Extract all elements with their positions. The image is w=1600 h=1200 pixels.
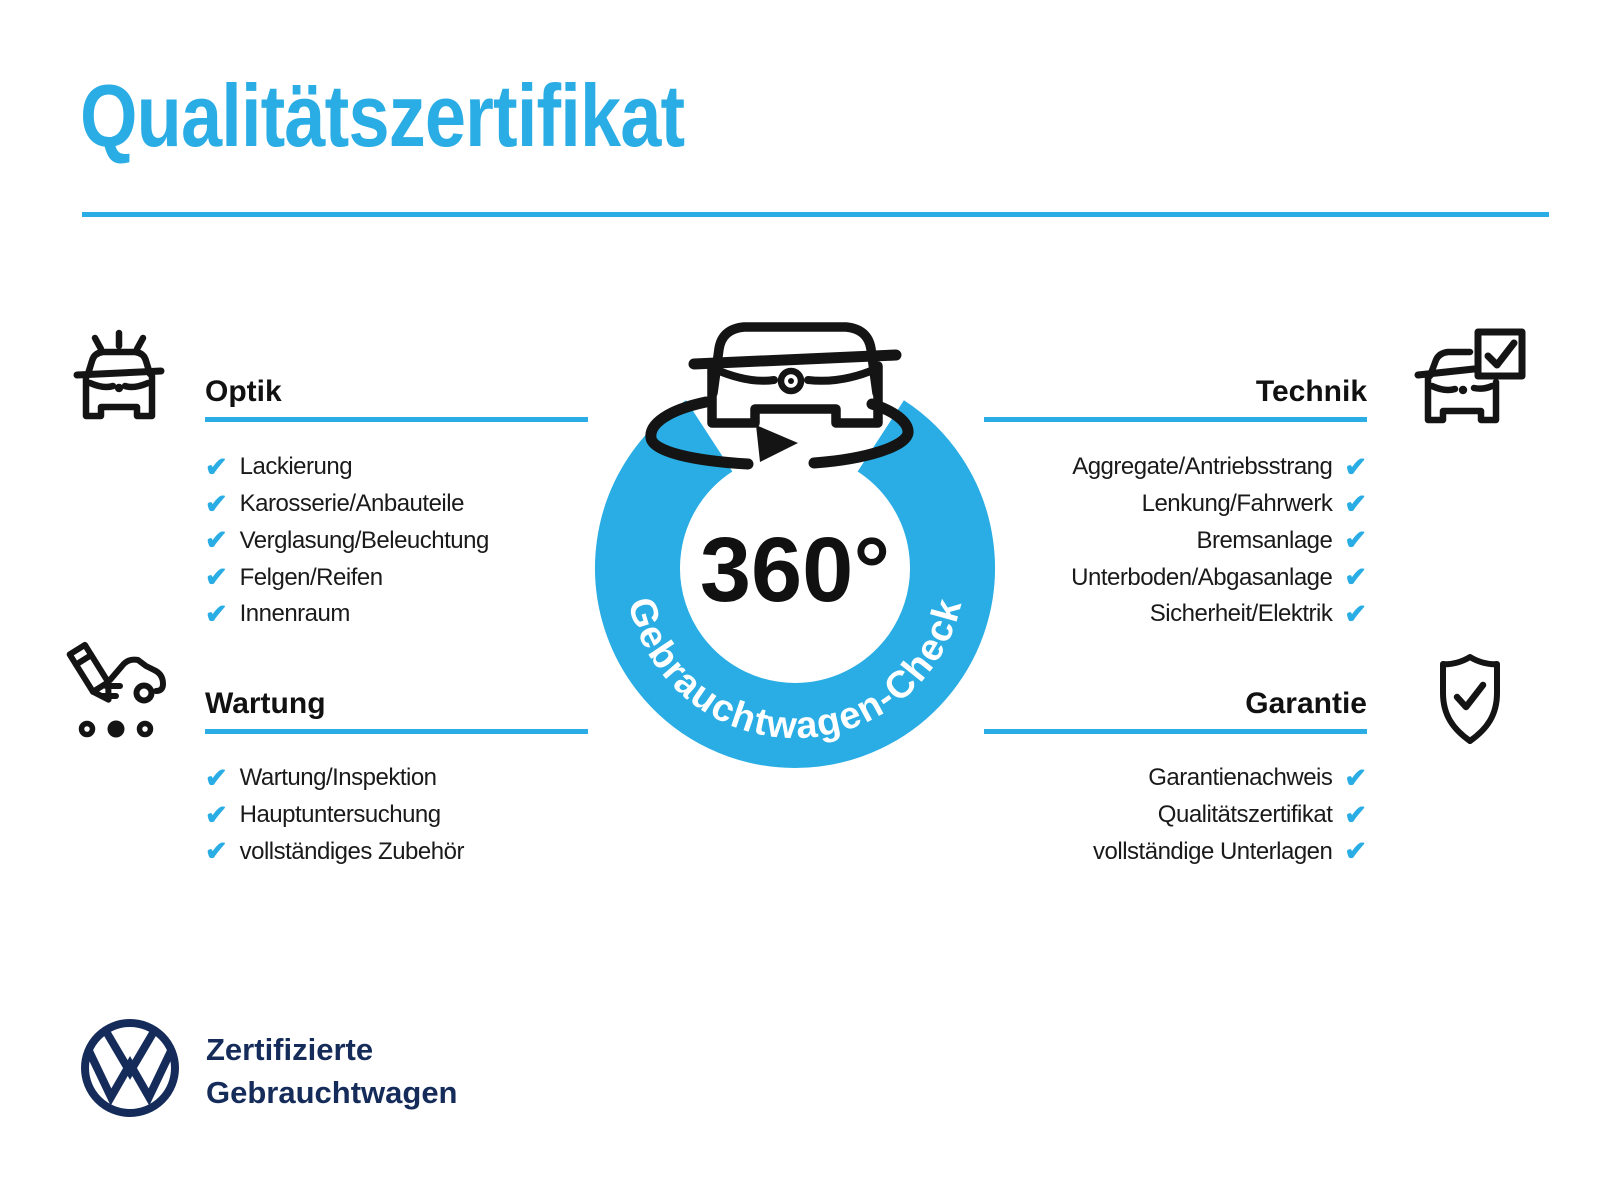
checklist-item-label: Verglasung/Beleuchtung [239,526,490,554]
checklist-item: Qualitätszertifikat ✔ [767,797,1367,834]
checklist-item-label: Garantienachweis [1148,764,1333,792]
checklist-item-label: Felgen/Reifen [239,563,383,591]
checklist-item: ✔ Hauptuntersuchung [205,797,464,834]
checklist-item: ✔ Wartung/Inspektion [205,760,464,797]
checklist-item: ✔ Innenraum [205,596,489,633]
check-icon: ✔ [205,799,228,830]
section-title-optik: Optik [205,375,282,408]
checklist-item: ✔ Verglasung/Beleuchtung [205,523,489,560]
checklist-item-label: Karosserie/Anbauteile [239,490,465,518]
page-title: Qualitätszertifikat [80,66,685,165]
check-icon: ✔ [1344,488,1367,519]
degree-label: 360° [700,519,890,621]
check-icon: ✔ [1344,836,1367,867]
checklist-item-label: Unterboden/Abgasanlage [1071,563,1333,591]
checklist-item-label: Aggregate/Antriebsstrang [1072,453,1333,481]
checklist-item-label: Bremsanlage [1196,526,1333,554]
checklist-item-label: Wartung/Inspektion [239,764,437,792]
checklist-item: ✔ Lackierung [205,449,489,486]
checklist-item-label: vollständiges Zubehör [239,837,465,865]
check-icon: ✔ [205,488,228,519]
checklist-optik: ✔ Lackierung ✔ Karosserie/Anbauteile ✔ V… [205,449,489,633]
check-icon: ✔ [1344,799,1367,830]
vw-logo [81,1019,179,1117]
car-pencil-icon [66,641,166,738]
car-front-rotation-icon [645,322,914,470]
section-divider-garantie [984,729,1367,734]
check-icon: ✔ [205,598,228,629]
checklist-item-label: Innenraum [239,600,351,628]
checklist-item: vollständige Unterlagen ✔ [767,834,1367,871]
checklist-item-label: Qualitätszertifikat [1157,801,1333,829]
check-icon: ✔ [205,762,228,793]
section-divider-wartung [205,729,588,734]
checklist-item: Lenkung/Fahrwerk ✔ [767,486,1367,523]
checklist-item-label: Hauptuntersuchung [239,801,441,829]
checklist-item: Unterboden/Abgasanlage ✔ [767,559,1367,596]
check-icon: ✔ [205,451,228,482]
ring-arc [595,400,995,768]
checklist-item: Garantienachweis ✔ [767,760,1367,797]
checklist-technik: Aggregate/Antriebsstrang ✔ Lenkung/Fahrw… [767,449,1367,633]
badge-360-check: Gebrauchtwagen-Check 360° [595,322,995,768]
title-divider [82,212,1549,217]
checklist-item-label: vollständige Unterlagen [1093,837,1333,865]
brand-label: Zertifizierte Gebrauchtwagen [206,1028,458,1114]
brand-line-2: Gebrauchtwagen [206,1075,458,1110]
check-icon: ✔ [1344,598,1367,629]
checklist-item: Sicherheit/Elektrik ✔ [767,596,1367,633]
checklist-wartung: ✔ Wartung/Inspektion ✔ Hauptuntersuchung… [205,760,464,870]
checklist-item-label: Lenkung/Fahrwerk [1141,490,1333,518]
brand-line-1: Zertifizierte [206,1032,374,1067]
checklist-item-label: Sicherheit/Elektrik [1149,600,1333,628]
checklist-item: Bremsanlage ✔ [767,523,1367,560]
section-divider-technik [984,417,1367,422]
check-icon: ✔ [205,525,228,556]
checklist-item: Aggregate/Antriebsstrang ✔ [767,449,1367,486]
check-icon: ✔ [1344,525,1367,556]
section-title-garantie: Garantie [1245,687,1367,720]
checklist-item-label: Lackierung [239,453,353,481]
checklist-item: ✔ Karosserie/Anbauteile [205,486,489,523]
check-icon: ✔ [205,836,228,867]
checklist-item: ✔ Felgen/Reifen [205,559,489,596]
check-icon: ✔ [1344,562,1367,593]
section-title-wartung: Wartung [205,687,326,720]
section-divider-optik [205,417,588,422]
checklist-item: ✔ vollständiges Zubehör [205,834,464,871]
car-checkbox-icon [1414,328,1526,424]
section-title-technik: Technik [1255,375,1367,408]
check-icon: ✔ [1344,762,1367,793]
car-shine-icon [73,329,165,420]
check-icon: ✔ [1344,451,1367,482]
shield-check-icon [1440,654,1500,744]
checklist-garantie: Garantienachweis ✔ Qualitätszertifikat ✔… [767,760,1367,870]
check-icon: ✔ [205,562,228,593]
